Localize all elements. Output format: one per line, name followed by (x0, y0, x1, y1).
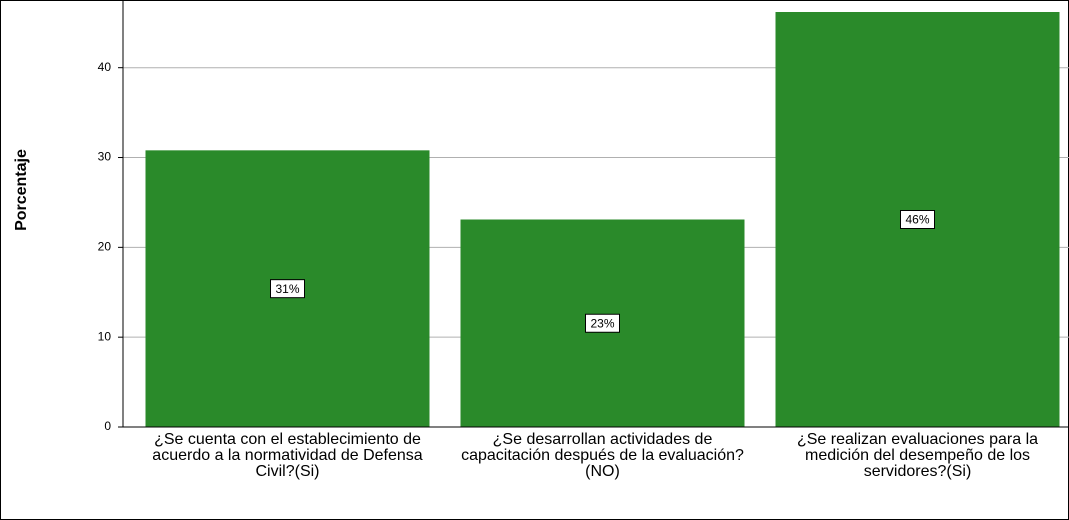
value-label-box (900, 210, 935, 229)
y-tick-label: 0 (104, 419, 111, 433)
value-label: 23% (590, 316, 614, 330)
value-label: 46% (905, 213, 929, 227)
y-tick-label: 30 (98, 150, 112, 164)
x-tick-label: ¿Se desarrollan actividades de capacitac… (461, 431, 744, 480)
y-tick-label: 40 (98, 60, 112, 74)
x-tick-label: ¿Se cuenta con el establecimiento de acu… (152, 431, 423, 480)
y-axis-title: Porcentaje (13, 149, 30, 231)
value-label-box (270, 279, 305, 299)
value-label: 31% (275, 282, 299, 296)
value-label-box (585, 313, 620, 333)
x-tick-label: ¿Se realizan evaluaciones para la medici… (796, 431, 1039, 480)
y-tick-label: 20 (98, 240, 112, 254)
y-tick-label: 10 (98, 329, 112, 343)
